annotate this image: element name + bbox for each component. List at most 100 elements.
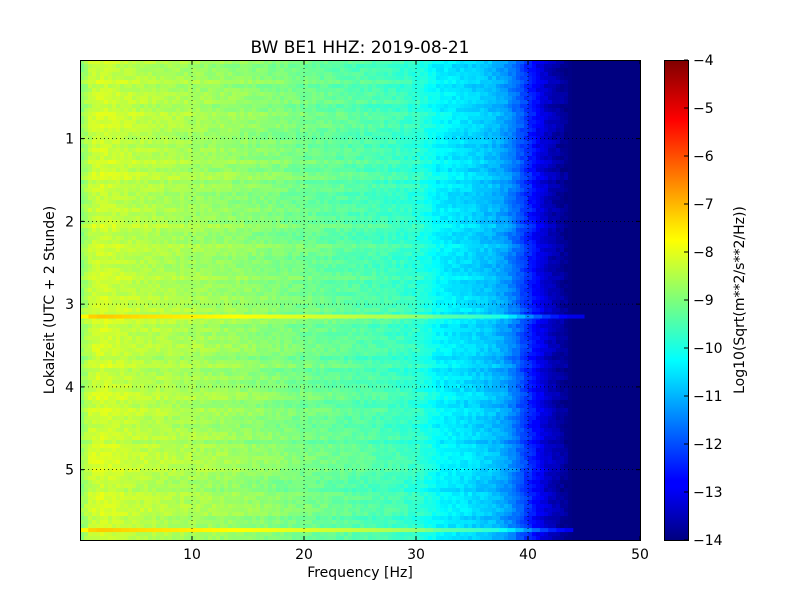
- heatmap-cell: [116, 196, 121, 201]
- heatmap-cell: [352, 188, 357, 193]
- heatmap-cell: [324, 116, 329, 121]
- heatmap-cell: [244, 192, 249, 197]
- heatmap-cell: [172, 132, 177, 137]
- heatmap-cell: [324, 108, 329, 113]
- heatmap-cell: [372, 136, 377, 141]
- heatmap-cell: [364, 84, 369, 89]
- heatmap-cell: [316, 164, 321, 169]
- heatmap-cell: [164, 168, 169, 173]
- heatmap-cell: [588, 172, 593, 177]
- heatmap-cell: [632, 128, 637, 133]
- heatmap-row: [81, 80, 640, 85]
- heatmap-cell: [520, 180, 525, 185]
- heatmap-cell: [308, 192, 313, 197]
- heatmap-cell: [580, 92, 585, 97]
- heatmap-cell: [492, 148, 497, 153]
- heatmap-cell: [256, 180, 261, 185]
- heatmap-cell: [124, 148, 129, 153]
- heatmap-cell: [128, 192, 133, 197]
- heatmap-cell: [136, 172, 141, 177]
- heatmap-cell: [472, 160, 477, 165]
- heatmap-cell: [636, 180, 640, 185]
- heatmap-cell: [408, 76, 413, 81]
- heatmap-cell: [592, 76, 597, 81]
- heatmap-cell: [184, 160, 189, 165]
- heatmap-cell: [320, 184, 325, 189]
- heatmap-cell: [492, 68, 497, 73]
- heatmap-cell: [600, 148, 605, 153]
- heatmap-cell: [544, 160, 549, 165]
- heatmap-cell: [356, 136, 361, 141]
- heatmap-cell: [528, 72, 533, 77]
- heatmap-cell: [364, 188, 369, 193]
- heatmap-cell: [168, 76, 173, 81]
- heatmap-cell: [440, 192, 445, 197]
- heatmap-cell: [484, 180, 489, 185]
- heatmap-cell: [364, 128, 369, 133]
- heatmap-cell: [600, 88, 605, 93]
- heatmap-cell: [160, 68, 165, 73]
- heatmap-cell: [320, 116, 325, 121]
- heatmap-cell: [436, 104, 441, 109]
- heatmap-cell: [612, 140, 617, 145]
- heatmap-cell: [272, 108, 277, 113]
- heatmap-cell: [628, 100, 633, 105]
- heatmap-cell: [172, 148, 177, 153]
- heatmap-cell: [460, 100, 465, 105]
- heatmap-cell: [628, 88, 633, 93]
- heatmap-cell: [264, 68, 269, 73]
- heatmap-cell: [520, 128, 525, 133]
- heatmap-cell: [304, 148, 309, 153]
- heatmap-cell: [524, 140, 529, 145]
- heatmap-cell: [184, 76, 189, 81]
- heatmap-cell: [528, 64, 533, 69]
- heatmap-cell: [328, 72, 333, 77]
- heatmap-cell: [636, 188, 640, 193]
- heatmap-cell: [240, 188, 245, 193]
- heatmap-cell: [552, 132, 557, 137]
- heatmap-cell: [316, 92, 321, 97]
- heatmap-cell: [164, 180, 169, 185]
- heatmap-cell: [252, 84, 257, 89]
- heatmap-cell: [81, 148, 85, 153]
- heatmap-cell: [628, 80, 633, 85]
- heatmap-cell: [216, 156, 221, 161]
- heatmap-cell: [508, 180, 513, 185]
- heatmap-cell: [384, 148, 389, 153]
- heatmap-cell: [548, 152, 553, 157]
- heatmap-cell: [124, 124, 129, 129]
- heatmap-cell: [156, 140, 161, 145]
- heatmap-cell: [552, 84, 557, 89]
- heatmap-cell: [84, 124, 89, 129]
- heatmap-cell: [512, 128, 517, 133]
- heatmap-cell: [636, 128, 640, 133]
- heatmap-cell: [532, 156, 537, 161]
- heatmap-cell: [604, 172, 609, 177]
- heatmap-cell: [236, 124, 241, 129]
- heatmap-cell: [540, 172, 545, 177]
- heatmap-cell: [624, 184, 629, 189]
- heatmap-cell: [468, 84, 473, 89]
- heatmap-cell: [112, 156, 117, 161]
- heatmap-cell: [504, 104, 509, 109]
- heatmap-cell: [616, 128, 621, 133]
- heatmap-cell: [340, 80, 345, 85]
- heatmap-cell: [432, 144, 437, 149]
- heatmap-cell: [500, 72, 505, 77]
- heatmap-cell: [400, 168, 405, 173]
- heatmap-cell: [244, 200, 249, 205]
- heatmap-cell: [556, 136, 561, 141]
- heatmap-cell: [440, 144, 445, 149]
- heatmap-cell: [184, 100, 189, 105]
- heatmap-cell: [560, 120, 565, 125]
- heatmap-cell: [408, 68, 413, 73]
- heatmap-cell: [564, 68, 569, 73]
- heatmap-cell: [172, 192, 177, 197]
- heatmap-cell: [128, 140, 133, 145]
- heatmap-cell: [432, 120, 437, 125]
- heatmap-cell: [636, 144, 640, 149]
- heatmap-cell: [600, 96, 605, 101]
- heatmap-cell: [100, 152, 105, 157]
- heatmap-cell: [504, 84, 509, 89]
- heatmap-cell: [488, 156, 493, 161]
